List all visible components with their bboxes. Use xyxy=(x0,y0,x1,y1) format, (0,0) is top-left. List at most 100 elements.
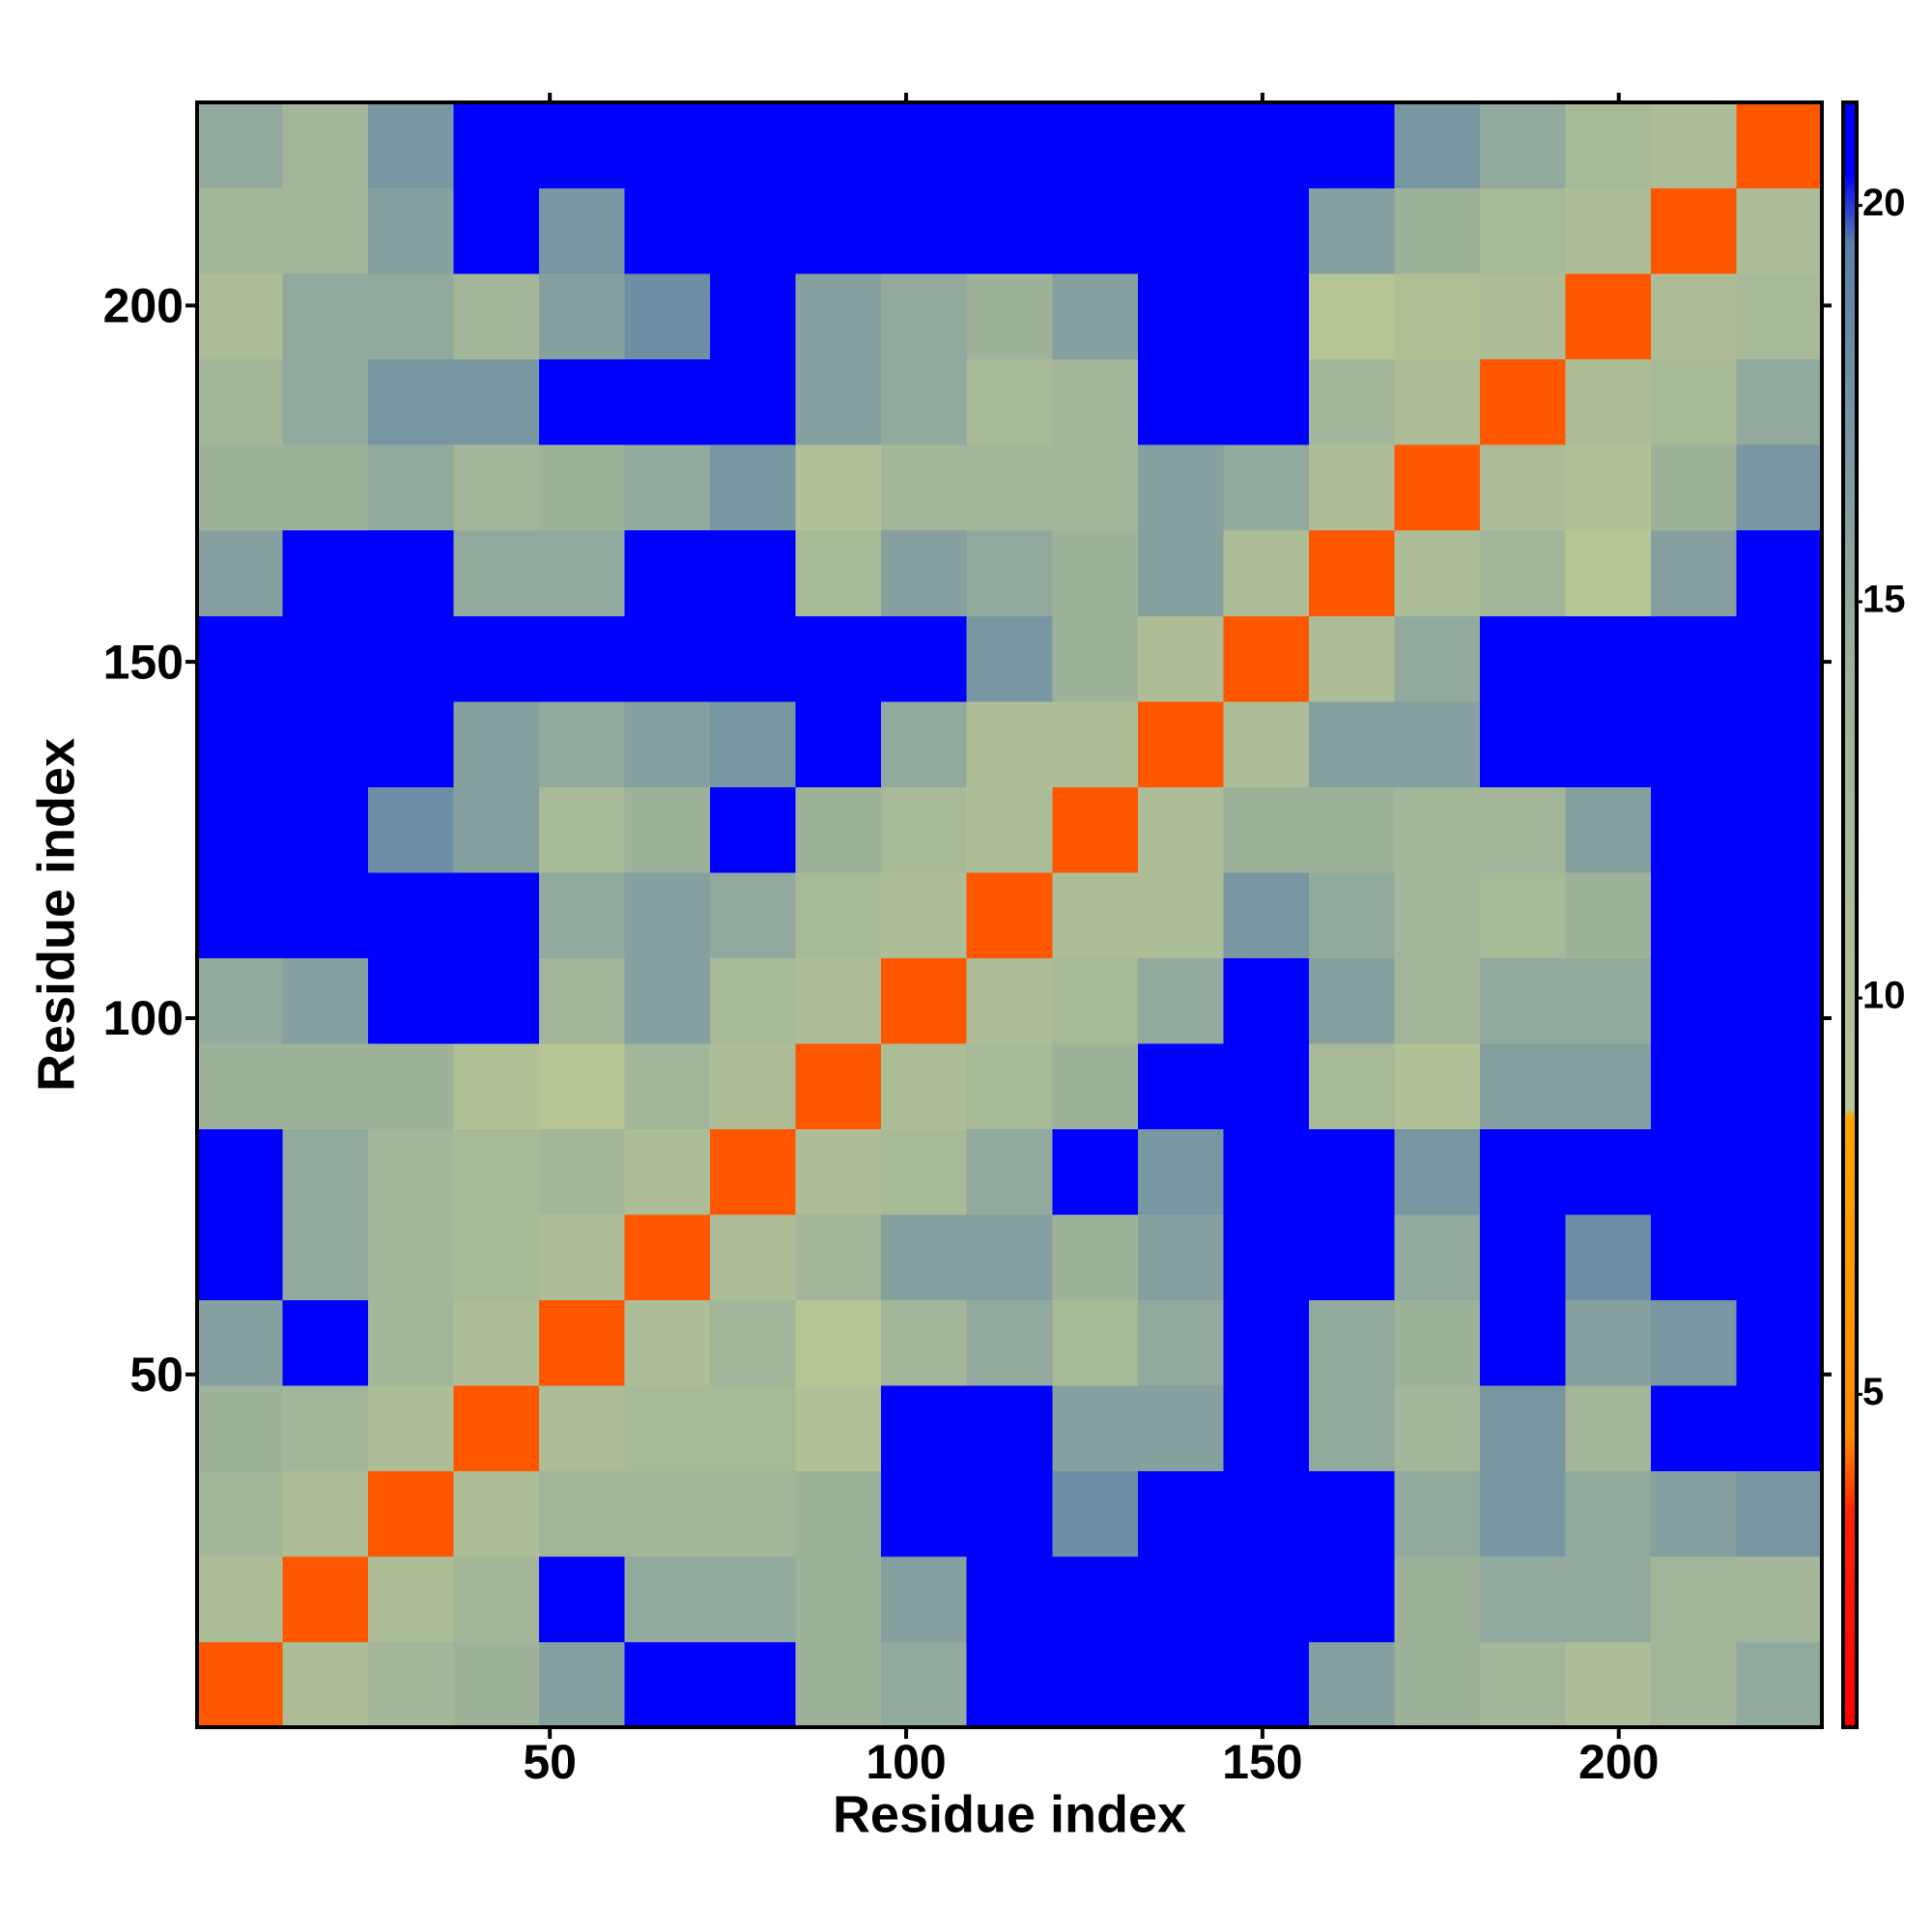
heatmap-cell xyxy=(1479,273,1567,360)
heatmap-cell xyxy=(1052,1384,1139,1472)
heatmap-cell xyxy=(1650,1641,1738,1728)
heatmap-cell xyxy=(966,1470,1053,1557)
heatmap-cell xyxy=(710,102,797,189)
heatmap-cell xyxy=(1565,102,1652,189)
heatmap-cell xyxy=(197,102,284,189)
heatmap-cell xyxy=(1308,444,1395,531)
heatmap-cell xyxy=(710,1384,797,1472)
heatmap-cell xyxy=(1308,1128,1395,1215)
heatmap-cell xyxy=(624,102,711,189)
heatmap-cell xyxy=(1223,1555,1310,1643)
heatmap-cell xyxy=(881,957,968,1044)
heatmap-cell xyxy=(624,700,711,787)
heatmap-cell xyxy=(1736,1213,1823,1300)
heatmap-cell xyxy=(1736,957,1823,1044)
heatmap-cell xyxy=(795,1042,882,1129)
heatmap-cell xyxy=(1223,700,1310,787)
heatmap-cell xyxy=(197,1299,284,1386)
heatmap-cell xyxy=(282,1042,369,1129)
heatmap-cell xyxy=(710,358,797,445)
heatmap-cell xyxy=(539,1128,626,1215)
heatmap-cell xyxy=(1137,529,1224,616)
heatmap-cell xyxy=(368,444,455,531)
heatmap-cell xyxy=(282,700,369,787)
heatmap-cell xyxy=(966,1042,1053,1129)
heatmap-cell xyxy=(1479,444,1567,531)
heatmap-cell xyxy=(1479,1470,1567,1557)
heatmap-cell xyxy=(282,1555,369,1643)
heatmap-cell xyxy=(453,1470,540,1557)
heatmap-cell xyxy=(1565,1213,1652,1300)
heatmap-cell xyxy=(1223,1128,1310,1215)
heatmap-cell xyxy=(881,1299,968,1386)
heatmap-cell xyxy=(966,871,1053,958)
heatmap-cell xyxy=(197,871,284,958)
heatmap-cell xyxy=(1565,786,1652,873)
heatmap-cell xyxy=(282,615,369,702)
heatmap-cell xyxy=(624,187,711,274)
heatmap-cell xyxy=(1479,1042,1567,1129)
heatmap-cell xyxy=(197,358,284,445)
heatmap-cell xyxy=(1137,1128,1224,1215)
heatmap-cell xyxy=(1052,1470,1139,1557)
heatmap-cell xyxy=(624,1555,711,1643)
heatmap-cell xyxy=(282,529,369,616)
heatmap-cell xyxy=(1052,358,1139,445)
heatmap-cell xyxy=(1394,615,1481,702)
heatmap-cell xyxy=(1650,871,1738,958)
heatmap-cell xyxy=(1308,187,1395,274)
heatmap-cell xyxy=(1308,1384,1395,1472)
heatmap-cell xyxy=(1479,1128,1567,1215)
heatmap-cell xyxy=(624,273,711,360)
heatmap-cell xyxy=(1137,273,1224,360)
heatmap-cell xyxy=(368,529,455,616)
heatmap-cell xyxy=(795,786,882,873)
heatmap-cell xyxy=(966,529,1053,616)
heatmap-cell xyxy=(624,871,711,958)
heatmap-cell xyxy=(1137,871,1224,958)
heatmap-cell xyxy=(368,1128,455,1215)
heatmap-cell xyxy=(453,700,540,787)
heatmap-cell xyxy=(1394,1384,1481,1472)
heatmap-cell xyxy=(197,529,284,616)
heatmap-cell xyxy=(966,615,1053,702)
heatmap-cell xyxy=(1736,871,1823,958)
heatmap-cell xyxy=(795,1470,882,1557)
y-tick-label: 200 xyxy=(103,278,184,332)
heatmap-cell xyxy=(282,1470,369,1557)
heatmap-cell xyxy=(539,444,626,531)
heatmap-cell xyxy=(1308,700,1395,787)
heatmap-cell xyxy=(1223,358,1310,445)
heatmap-cell xyxy=(539,957,626,1044)
heatmap-cell xyxy=(710,444,797,531)
heatmap-cell xyxy=(881,444,968,531)
heatmap-cell xyxy=(1565,1042,1652,1129)
heatmap-cell xyxy=(539,1299,626,1386)
heatmap-cell xyxy=(881,1128,968,1215)
heatmap-cell xyxy=(1736,273,1823,360)
heatmap-cell xyxy=(710,786,797,873)
heatmap-cell xyxy=(197,700,284,787)
x-tick-label: 150 xyxy=(1222,1735,1302,1789)
heatmap-cell xyxy=(282,1384,369,1472)
heatmap-cell xyxy=(282,1213,369,1300)
heatmap-cell xyxy=(795,529,882,616)
heatmap-cell xyxy=(368,1384,455,1472)
heatmap-cell xyxy=(1565,1128,1652,1215)
heatmap-cell xyxy=(1650,102,1738,189)
heatmap-cell xyxy=(1137,1470,1224,1557)
heatmap-cell xyxy=(1650,786,1738,873)
heatmap-cell xyxy=(1308,1470,1395,1557)
heatmap-cell xyxy=(881,1042,968,1129)
heatmap-cell xyxy=(539,615,626,702)
heatmap-cell xyxy=(1052,786,1139,873)
colorbar-tick-label: 15 xyxy=(1862,578,1906,620)
heatmap-cell xyxy=(197,957,284,1044)
heatmap-cell xyxy=(966,273,1053,360)
heatmap-cell xyxy=(368,1299,455,1386)
heatmap-cell xyxy=(1394,957,1481,1044)
heatmap-cell xyxy=(795,273,882,360)
heatmap-cell xyxy=(539,1213,626,1300)
heatmap-cell xyxy=(282,102,369,189)
